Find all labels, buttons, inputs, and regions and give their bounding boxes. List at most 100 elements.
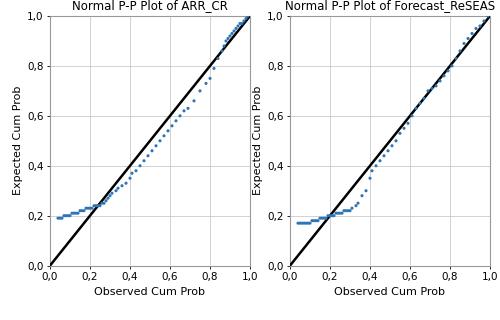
Point xyxy=(106,193,114,198)
Point xyxy=(114,186,122,191)
Point xyxy=(472,26,480,31)
X-axis label: Observed Cum Prob: Observed Cum Prob xyxy=(334,287,446,297)
Point xyxy=(396,131,404,136)
Point xyxy=(148,148,156,153)
Point xyxy=(132,168,140,173)
Point xyxy=(190,98,198,103)
Y-axis label: Expected Cum Prob: Expected Cum Prob xyxy=(13,86,23,196)
Title: Normal P-P Plot of Forecast_ReSEAS: Normal P-P Plot of Forecast_ReSEAS xyxy=(285,0,495,12)
Point xyxy=(468,31,476,36)
Point xyxy=(66,213,74,218)
Point xyxy=(432,83,440,88)
Point xyxy=(168,123,176,128)
Point xyxy=(102,198,110,203)
Point xyxy=(408,113,416,118)
Point xyxy=(294,220,302,226)
Point xyxy=(444,68,452,74)
Point xyxy=(362,188,370,193)
Point xyxy=(372,163,380,168)
Point xyxy=(344,208,352,213)
Point xyxy=(346,208,354,213)
Point xyxy=(70,211,78,216)
Point xyxy=(222,38,230,44)
Point xyxy=(76,208,84,213)
Point xyxy=(240,19,248,24)
Point xyxy=(78,208,86,213)
Point xyxy=(342,208,350,213)
Point xyxy=(230,28,238,34)
Point xyxy=(136,163,144,168)
Point xyxy=(164,128,172,133)
Point xyxy=(400,126,408,131)
Point xyxy=(84,206,92,211)
Point xyxy=(196,88,204,93)
Point xyxy=(118,183,126,188)
Point xyxy=(296,220,304,226)
Point xyxy=(380,153,388,158)
Point xyxy=(328,213,336,218)
Point xyxy=(100,201,108,206)
Point xyxy=(298,220,306,226)
Point xyxy=(304,220,312,226)
Point xyxy=(312,218,320,223)
Point xyxy=(234,23,242,28)
Point xyxy=(324,213,332,218)
Point xyxy=(86,206,94,211)
Point xyxy=(244,13,252,19)
Point xyxy=(440,73,448,78)
Point xyxy=(464,36,472,41)
Point xyxy=(338,211,346,216)
Point xyxy=(184,106,192,111)
Point xyxy=(98,201,106,206)
Point xyxy=(412,106,420,111)
Point xyxy=(92,203,100,208)
Point xyxy=(56,216,64,221)
Point xyxy=(224,36,232,41)
Point xyxy=(122,181,130,186)
Point xyxy=(128,171,136,176)
Point xyxy=(318,216,326,221)
Point xyxy=(242,16,250,21)
Point xyxy=(420,96,428,101)
Point xyxy=(320,216,328,221)
Point xyxy=(126,176,134,181)
Point xyxy=(218,48,226,53)
Point xyxy=(392,138,400,143)
Point xyxy=(152,143,160,148)
Point xyxy=(354,201,362,206)
Point xyxy=(322,216,330,221)
Point xyxy=(202,81,210,86)
Point xyxy=(226,33,234,38)
Point xyxy=(220,44,228,49)
Point xyxy=(330,213,338,218)
Point xyxy=(172,118,180,124)
Point xyxy=(160,133,168,138)
Point xyxy=(228,31,236,36)
Point xyxy=(368,168,376,173)
Point xyxy=(238,21,246,26)
Point xyxy=(82,206,90,211)
Point xyxy=(210,66,218,71)
Point xyxy=(452,56,460,61)
Point xyxy=(80,208,88,213)
Point xyxy=(348,206,356,211)
Point xyxy=(96,203,104,208)
Point xyxy=(456,48,464,53)
Point xyxy=(300,220,308,226)
Point xyxy=(476,23,484,28)
Point xyxy=(358,193,366,198)
Title: Normal P-P Plot of ARR_CR: Normal P-P Plot of ARR_CR xyxy=(72,0,228,12)
Point xyxy=(484,13,492,19)
Point xyxy=(340,208,348,213)
Point xyxy=(206,76,214,81)
Point xyxy=(424,88,432,93)
Point xyxy=(214,56,222,61)
Point xyxy=(302,220,310,226)
Point xyxy=(54,216,62,221)
Point xyxy=(306,220,314,226)
Point xyxy=(74,211,82,216)
Point xyxy=(460,41,468,46)
Point xyxy=(112,188,120,193)
X-axis label: Observed Cum Prob: Observed Cum Prob xyxy=(94,287,206,297)
Point xyxy=(68,211,76,216)
